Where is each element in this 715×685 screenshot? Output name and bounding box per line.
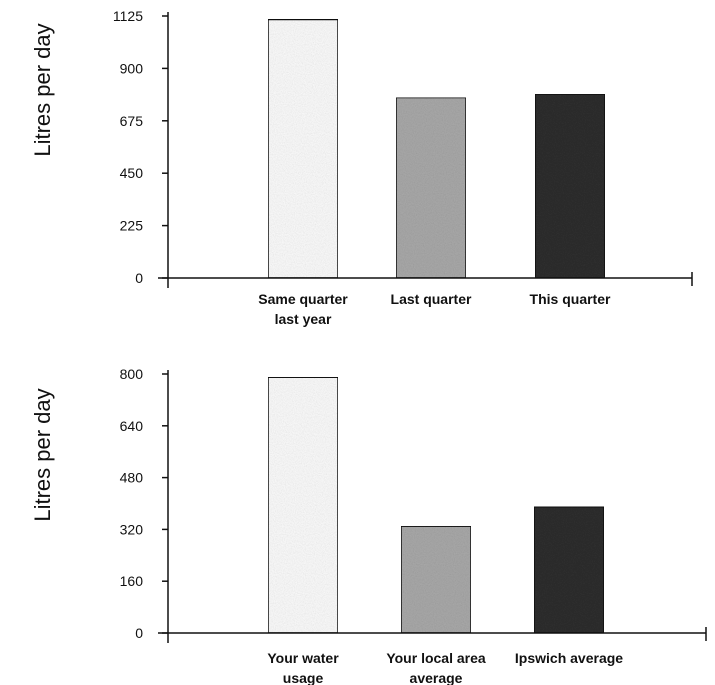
x-tick-label-your-local-area-average-line-1: Your local area bbox=[386, 650, 486, 666]
x-tick-label-last-quarter: Last quarter bbox=[391, 291, 472, 307]
x-tick-label-this-quarter: This quarter bbox=[530, 291, 611, 307]
x-axis-tick-labels: Your water usage Your local area average Ips… bbox=[267, 650, 623, 685]
y-tick-label-675: 675 bbox=[120, 113, 144, 129]
bar-same-quarter-last-year bbox=[267, 18, 339, 279]
y-tick-label-480: 480 bbox=[120, 470, 144, 486]
bar-chart-bottom: Litres per day 0 160 320 480 640 800 Your wat… bbox=[30, 366, 707, 685]
y-tick-label-320: 320 bbox=[120, 521, 144, 537]
bars bbox=[267, 376, 605, 634]
y-tick-label-640: 640 bbox=[120, 418, 144, 434]
x-tick-label-ipswich-average: Ipswich average bbox=[515, 650, 623, 666]
y-axis-label: Litres per day bbox=[30, 23, 55, 156]
x-tick-label-your-water-usage-line-2: usage bbox=[283, 670, 324, 685]
y-tick-label-0: 0 bbox=[135, 270, 143, 286]
y-tick-label-450: 450 bbox=[120, 165, 144, 181]
y-tick-label-1125: 1125 bbox=[113, 8, 143, 24]
x-tick-label-same-quarter-last-year-line-2: last year bbox=[275, 311, 332, 327]
y-axis-ticks: 0 225 450 675 900 1125 bbox=[113, 8, 168, 286]
y-axis-label: Litres per day bbox=[30, 388, 55, 521]
bar-your-local-area-average bbox=[400, 525, 472, 634]
y-tick-label-0: 0 bbox=[135, 625, 143, 641]
y-tick-label-900: 900 bbox=[120, 60, 144, 76]
bar-this-quarter bbox=[534, 93, 606, 279]
bar-ipswich-average bbox=[533, 505, 605, 634]
y-tick-label-800: 800 bbox=[120, 366, 144, 382]
x-tick-label-same-quarter-last-year-line-1: Same quarter bbox=[258, 291, 348, 307]
x-axis-tick-labels: Same quarter last year Last quarter This qu… bbox=[258, 291, 611, 327]
x-tick-label-your-water-usage-line-1: Your water bbox=[267, 650, 339, 666]
bar-chart-top: Litres per day 0 225 450 675 900 1125 Same qu… bbox=[30, 8, 693, 327]
y-tick-label-160: 160 bbox=[120, 573, 144, 589]
x-tick-label-your-local-area-average-line-2: average bbox=[410, 670, 463, 685]
y-tick-label-225: 225 bbox=[120, 218, 144, 234]
bar-your-water-usage bbox=[267, 376, 339, 634]
bar-last-quarter bbox=[395, 96, 467, 279]
bars bbox=[267, 18, 606, 279]
axes bbox=[158, 12, 693, 288]
y-axis-ticks: 0 160 320 480 640 800 bbox=[120, 366, 168, 641]
axes bbox=[158, 370, 707, 643]
